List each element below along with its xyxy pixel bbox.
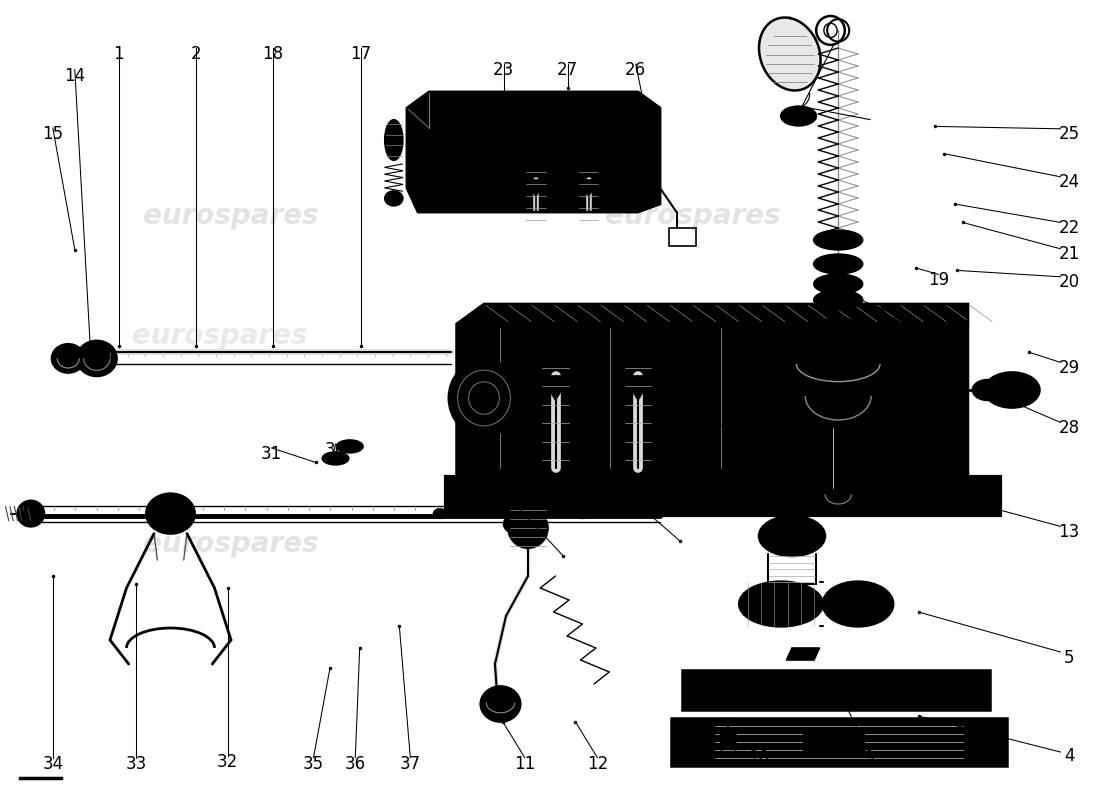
Text: 2: 2	[190, 46, 201, 63]
Ellipse shape	[814, 230, 862, 250]
Polygon shape	[759, 18, 821, 90]
Text: eurospares: eurospares	[605, 458, 781, 486]
Text: 23: 23	[493, 62, 515, 79]
Polygon shape	[541, 376, 570, 400]
Ellipse shape	[385, 191, 403, 206]
Bar	[803, 730, 864, 754]
Ellipse shape	[447, 142, 466, 162]
Text: 13: 13	[1058, 523, 1080, 541]
Ellipse shape	[18, 501, 44, 526]
Text: 36: 36	[344, 755, 366, 773]
Ellipse shape	[426, 122, 487, 182]
Text: eurospares: eurospares	[605, 202, 781, 230]
Text: 28: 28	[1058, 419, 1080, 437]
Ellipse shape	[521, 509, 535, 518]
Polygon shape	[407, 92, 660, 212]
Ellipse shape	[77, 341, 117, 376]
Ellipse shape	[823, 582, 893, 626]
Bar	[446, 476, 1001, 516]
Ellipse shape	[146, 494, 195, 534]
Ellipse shape	[739, 582, 823, 626]
Text: 19: 19	[927, 271, 949, 289]
Polygon shape	[785, 318, 891, 376]
Text: 30: 30	[324, 442, 346, 459]
Ellipse shape	[781, 106, 816, 126]
Ellipse shape	[946, 333, 968, 355]
Ellipse shape	[838, 591, 878, 617]
Ellipse shape	[52, 344, 85, 373]
Text: 22: 22	[1058, 219, 1080, 237]
Ellipse shape	[814, 254, 862, 274]
Ellipse shape	[504, 514, 530, 534]
Text: 16: 16	[449, 110, 471, 127]
Text: eurospares: eurospares	[143, 202, 319, 230]
Bar	[682, 670, 990, 710]
Text: 26: 26	[625, 62, 647, 79]
Ellipse shape	[322, 452, 349, 465]
Text: 18: 18	[262, 46, 284, 63]
Bar	[669, 228, 696, 246]
Ellipse shape	[433, 509, 447, 518]
Text: 11: 11	[514, 755, 536, 773]
Text: 27: 27	[557, 62, 579, 79]
Ellipse shape	[814, 274, 862, 294]
Text: 35: 35	[302, 755, 324, 773]
Polygon shape	[456, 304, 968, 324]
Ellipse shape	[506, 502, 528, 514]
Ellipse shape	[337, 440, 363, 453]
Polygon shape	[525, 180, 547, 196]
Text: 37: 37	[399, 755, 421, 773]
Text: 7: 7	[595, 470, 606, 487]
Text: eurospares: eurospares	[132, 322, 308, 350]
Ellipse shape	[437, 132, 476, 172]
Text: 20: 20	[1058, 274, 1080, 291]
Text: 4: 4	[1064, 747, 1075, 765]
Ellipse shape	[718, 733, 738, 744]
Text: 15: 15	[42, 126, 64, 143]
Text: 6: 6	[681, 422, 692, 439]
Text: 24: 24	[1058, 174, 1080, 191]
Ellipse shape	[972, 380, 1003, 400]
Text: 1: 1	[113, 46, 124, 63]
Ellipse shape	[508, 508, 548, 548]
Text: 31: 31	[261, 446, 283, 463]
Bar	[671, 718, 1006, 766]
Text: 34: 34	[42, 755, 64, 773]
Ellipse shape	[814, 290, 862, 310]
Text: 3: 3	[890, 311, 901, 329]
Bar	[456, 324, 968, 476]
Ellipse shape	[464, 375, 504, 421]
Bar	[678, 723, 1000, 762]
Polygon shape	[624, 376, 652, 400]
Ellipse shape	[449, 359, 519, 437]
Text: 32: 32	[217, 753, 239, 770]
Ellipse shape	[759, 591, 803, 617]
Text: 33: 33	[125, 755, 147, 773]
Text: 12: 12	[586, 755, 608, 773]
Text: 25: 25	[1058, 126, 1080, 143]
Bar	[462, 480, 996, 512]
Text: 17: 17	[350, 46, 372, 63]
Text: 8: 8	[487, 478, 498, 495]
Ellipse shape	[475, 388, 493, 408]
Text: eurospares: eurospares	[143, 530, 319, 558]
Polygon shape	[786, 648, 820, 660]
Ellipse shape	[984, 372, 1040, 408]
Text: 14: 14	[64, 67, 86, 85]
Ellipse shape	[773, 524, 811, 548]
Bar	[446, 476, 1001, 516]
Text: 29: 29	[1058, 359, 1080, 377]
Ellipse shape	[576, 509, 590, 518]
Text: 10: 10	[748, 750, 770, 767]
Ellipse shape	[481, 686, 520, 722]
Ellipse shape	[818, 478, 858, 510]
Ellipse shape	[759, 516, 825, 556]
Text: 5: 5	[1064, 649, 1075, 666]
Bar	[691, 677, 981, 704]
Ellipse shape	[385, 120, 403, 160]
Ellipse shape	[796, 364, 880, 428]
Text: 21: 21	[1058, 246, 1080, 263]
Polygon shape	[578, 180, 600, 196]
Text: 9: 9	[864, 750, 874, 767]
